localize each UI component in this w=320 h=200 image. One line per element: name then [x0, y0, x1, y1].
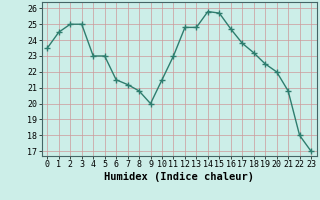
X-axis label: Humidex (Indice chaleur): Humidex (Indice chaleur): [104, 172, 254, 182]
